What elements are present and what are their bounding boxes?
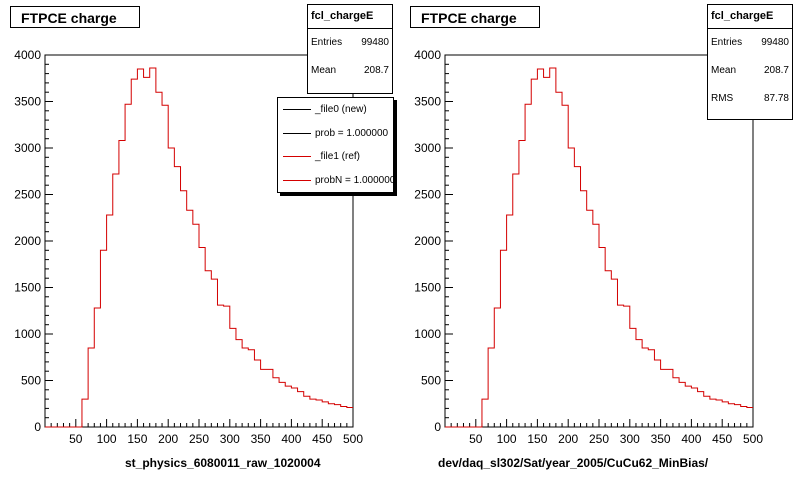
left-stats-title: fcl_chargeE <box>308 5 392 29</box>
legend-label-probn: probN = 1.000000 <box>315 174 394 186</box>
left-xtick-labels: 50 100 150 200 250 300 350 400 450 500 <box>69 432 363 446</box>
right-stats-title: fcl_chargeE <box>708 5 792 29</box>
right-xtick-label: 100 <box>497 432 517 446</box>
left-stats-entries-row: Entries 99480 <box>308 29 392 57</box>
left-ytick-label: 3000 <box>14 141 41 155</box>
left-xtick-label: 400 <box>281 432 301 446</box>
right-xtick-label: 400 <box>681 432 701 446</box>
left-stats-box: fcl_chargeE Entries 99480 Mean 208.7 <box>307 4 393 94</box>
legend-label-prob: prob = 1.000000 <box>315 127 389 139</box>
right-pad: 0 500 1000 1500 2000 2500 3000 3500 4000 50 100 15… <box>400 0 800 480</box>
right-x-axis-title: dev/daq_sl302/Sat/year_2005/CuCu62_MinBi… <box>438 456 709 470</box>
right-stats-entries-value: 99480 <box>761 37 789 48</box>
right-stats-entries-label: Entries <box>711 37 743 48</box>
legend-label-file0: _file0 (new) <box>315 104 367 116</box>
legend-entry-prob: prob = 1.000000 <box>278 122 393 146</box>
right-histogram-series <box>445 67 753 428</box>
legend-line-prob <box>283 132 311 134</box>
right-stats-rms-value: 87.78 <box>763 93 789 104</box>
right-stats-mean-value: 208.7 <box>763 65 789 76</box>
right-ytick-label: 3000 <box>414 141 441 155</box>
left-ytick-label: 2000 <box>14 234 41 248</box>
right-chart-title: FTPCE charge <box>410 6 540 28</box>
legend-line-file0 <box>283 109 311 111</box>
left-xtick-label: 150 <box>127 432 147 446</box>
right-xtick-label: 50 <box>469 432 483 446</box>
left-stats-mean-row: Mean 208.7 <box>308 57 392 85</box>
left-x-axis-title: st_physics_6080011_raw_1020004 <box>125 456 321 470</box>
left-legend: _file0 (new) prob = 1.000000 _file1 (ref… <box>277 97 394 193</box>
left-ytick-labels: 0 500 1000 1500 2000 2500 3000 3500 4000 <box>14 48 41 434</box>
left-xtick-label: 450 <box>312 432 332 446</box>
right-ytick-label: 0 <box>434 420 441 434</box>
right-ytick-label: 2500 <box>414 188 441 202</box>
right-xtick-labels: 50 100 150 200 250 300 350 400 450 500 <box>469 432 763 446</box>
left-ytick-label: 4000 <box>14 48 41 62</box>
left-stats-entries-label: Entries <box>311 37 343 48</box>
right-ytick-label: 3500 <box>414 95 441 109</box>
right-stats-entries-row: Entries 99480 <box>708 29 792 57</box>
left-xtick-label: 50 <box>69 432 83 446</box>
left-ytick-label: 2500 <box>14 188 41 202</box>
right-xtick-label: 350 <box>651 432 671 446</box>
left-xtick-label: 100 <box>97 432 117 446</box>
right-stats-box: fcl_chargeE Entries 99480 Mean 208.7 RMS… <box>707 4 793 120</box>
left-pad: 0 500 1000 1500 2000 2500 3000 3500 4000 50 100 15… <box>10 4 394 470</box>
legend-label-file1: _file1 (ref) <box>315 151 361 163</box>
left-stats-mean-value: 208.7 <box>363 65 389 76</box>
legend-line-file1 <box>283 156 311 158</box>
left-ytick-label: 0 <box>34 420 41 434</box>
right-stats-rms-label: RMS <box>711 93 734 104</box>
left-xtick-label: 350 <box>251 432 271 446</box>
left-xtick-label: 300 <box>220 432 240 446</box>
left-chart-title: FTPCE charge <box>10 6 140 28</box>
left-ytick-label: 3500 <box>14 95 41 109</box>
left-xtick-label: 250 <box>189 432 209 446</box>
right-stats-mean-label: Mean <box>711 65 737 76</box>
left-histogram-series <box>45 67 353 428</box>
right-ytick-label: 4000 <box>414 48 441 62</box>
left-stats-mean-label: Mean <box>311 65 337 76</box>
right-ytick-label: 1500 <box>414 281 441 295</box>
left-stats-entries-value: 99480 <box>361 37 389 48</box>
right-stats-mean-row: Mean 208.7 <box>708 57 792 85</box>
legend-entry-probn: probN = 1.000000 <box>278 169 393 193</box>
right-plot: 0 500 1000 1500 2000 2500 3000 3500 4000 50 100 15… <box>414 48 763 446</box>
legend-entry-file1: _file1 (ref) <box>278 145 393 169</box>
right-xtick-label: 250 <box>589 432 609 446</box>
right-xtick-label: 300 <box>620 432 640 446</box>
right-xtick-label: 200 <box>558 432 578 446</box>
right-ytick-label: 500 <box>421 374 441 388</box>
left-xtick-label: 500 <box>343 432 363 446</box>
left-ytick-label: 500 <box>21 374 41 388</box>
left-xtick-label: 200 <box>158 432 178 446</box>
left-ytick-label: 1500 <box>14 281 41 295</box>
legend-line-probn <box>283 179 311 181</box>
right-xtick-label: 450 <box>712 432 732 446</box>
left-ytick-label: 1000 <box>14 327 41 341</box>
right-ytick-label: 1000 <box>414 327 441 341</box>
right-stats-rms-row: RMS 87.78 <box>708 85 792 113</box>
legend-entry-file0: _file0 (new) <box>278 98 393 122</box>
right-ytick-labels: 0 500 1000 1500 2000 2500 3000 3500 4000 <box>414 48 441 434</box>
right-xtick-label: 500 <box>743 432 763 446</box>
right-ytick-label: 2000 <box>414 234 441 248</box>
right-xtick-label: 150 <box>527 432 547 446</box>
